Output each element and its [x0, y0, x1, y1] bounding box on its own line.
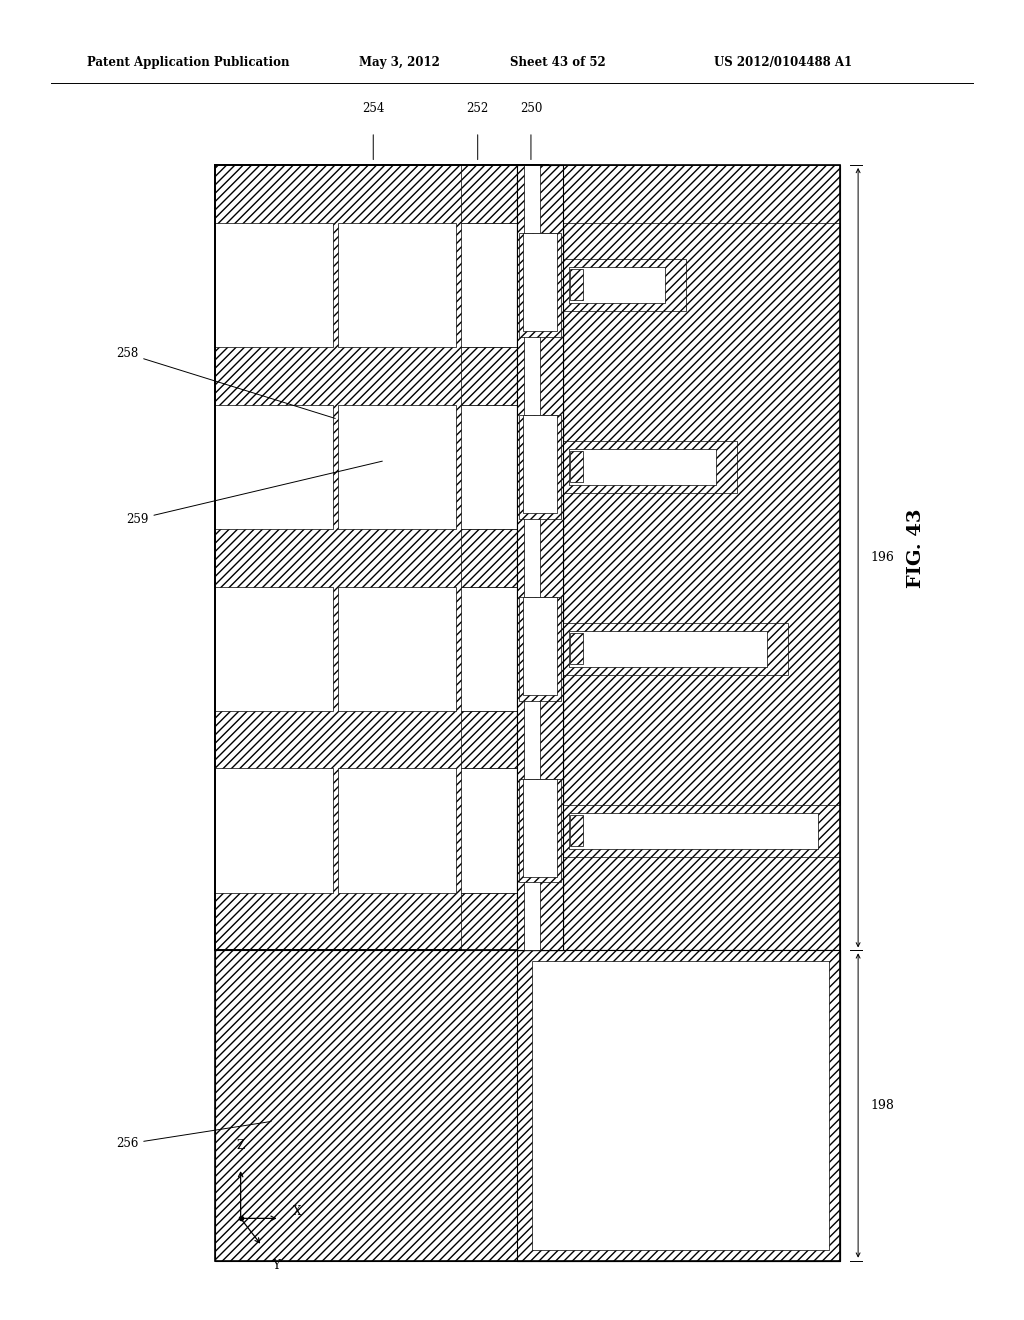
Bar — [215, 165, 548, 950]
Text: Patent Application Publication: Patent Application Publication — [87, 55, 290, 69]
Bar — [215, 586, 333, 711]
Bar — [519, 779, 561, 883]
Bar — [563, 805, 840, 857]
Bar — [215, 165, 548, 950]
Bar — [569, 449, 716, 484]
Bar — [517, 165, 563, 950]
Bar — [570, 816, 583, 846]
Bar — [519, 232, 561, 337]
Text: 252: 252 — [467, 102, 488, 115]
Bar — [517, 165, 840, 950]
Bar — [461, 165, 517, 223]
Text: X: X — [293, 1205, 301, 1218]
Bar — [461, 404, 517, 529]
Text: 256: 256 — [116, 1122, 271, 1151]
Bar — [570, 451, 583, 482]
Text: US 2012/0104488 A1: US 2012/0104488 A1 — [715, 55, 852, 69]
Bar — [570, 269, 583, 300]
Bar — [461, 223, 517, 347]
Bar — [570, 634, 583, 664]
Text: 254: 254 — [362, 102, 384, 115]
Bar — [338, 586, 456, 711]
Text: 250: 250 — [520, 102, 542, 115]
Bar — [461, 768, 517, 892]
Bar — [215, 165, 840, 1261]
Bar — [569, 813, 818, 849]
Bar — [338, 404, 456, 529]
Bar — [517, 165, 563, 950]
Bar — [215, 768, 333, 892]
Text: 259: 259 — [126, 461, 382, 525]
Bar — [519, 597, 561, 701]
Bar — [461, 529, 517, 586]
Bar — [523, 232, 557, 331]
Text: 198: 198 — [870, 1100, 894, 1111]
Bar — [563, 623, 788, 675]
Bar — [215, 223, 333, 347]
Bar — [461, 586, 517, 711]
Bar — [519, 414, 561, 519]
Text: Z: Z — [237, 1139, 245, 1152]
Bar — [563, 441, 737, 492]
Bar — [523, 597, 557, 696]
Text: May 3, 2012: May 3, 2012 — [359, 55, 439, 69]
Bar — [215, 404, 333, 529]
Bar — [517, 165, 840, 223]
Bar — [563, 259, 686, 310]
Bar — [461, 347, 517, 404]
Bar — [532, 961, 829, 1250]
Bar — [338, 768, 456, 892]
Text: 196: 196 — [870, 552, 894, 564]
Text: FIG. 43: FIG. 43 — [907, 508, 926, 587]
Text: Sheet 43 of 52: Sheet 43 of 52 — [510, 55, 606, 69]
Bar — [523, 779, 557, 878]
Bar — [569, 267, 665, 302]
Bar — [524, 165, 541, 950]
Bar — [461, 892, 517, 950]
Bar — [215, 950, 840, 1261]
Text: Y: Y — [272, 1259, 280, 1272]
Bar — [338, 223, 456, 347]
Bar — [569, 631, 767, 667]
Text: 258: 258 — [116, 347, 335, 418]
Bar — [517, 950, 840, 1261]
Bar — [523, 414, 557, 513]
Bar — [461, 711, 517, 768]
